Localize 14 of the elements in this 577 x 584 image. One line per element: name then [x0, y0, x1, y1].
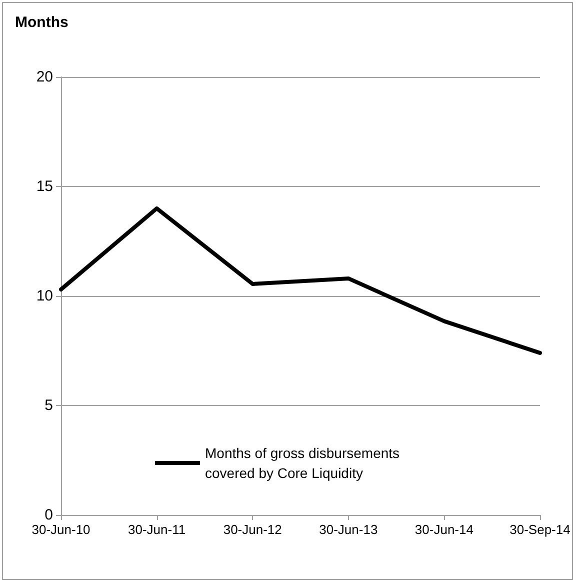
y-tick-label: 0: [44, 506, 53, 524]
y-tick-label: 20: [36, 68, 53, 86]
x-tick-label: 30-Jun-14: [414, 522, 474, 537]
line-series: [59, 206, 542, 355]
legend-label: Months of gross disbursements covered by Core Liquidity: [205, 445, 400, 481]
x-tick-label: 30-Sep-14: [510, 522, 570, 537]
x-tick-label: 30-Jun-11: [128, 522, 186, 537]
y-tick-label: 10: [36, 288, 53, 304]
chart-title: Months: [15, 14, 68, 31]
x-tick-label: 30-Jun-10: [32, 522, 90, 537]
x-tick-label: 30-Jun-12: [223, 522, 282, 537]
x-tick-label: 30-Jun-13: [319, 522, 378, 537]
y-tick-label: 15: [36, 178, 53, 195]
y-tick-label: 5: [44, 397, 53, 414]
